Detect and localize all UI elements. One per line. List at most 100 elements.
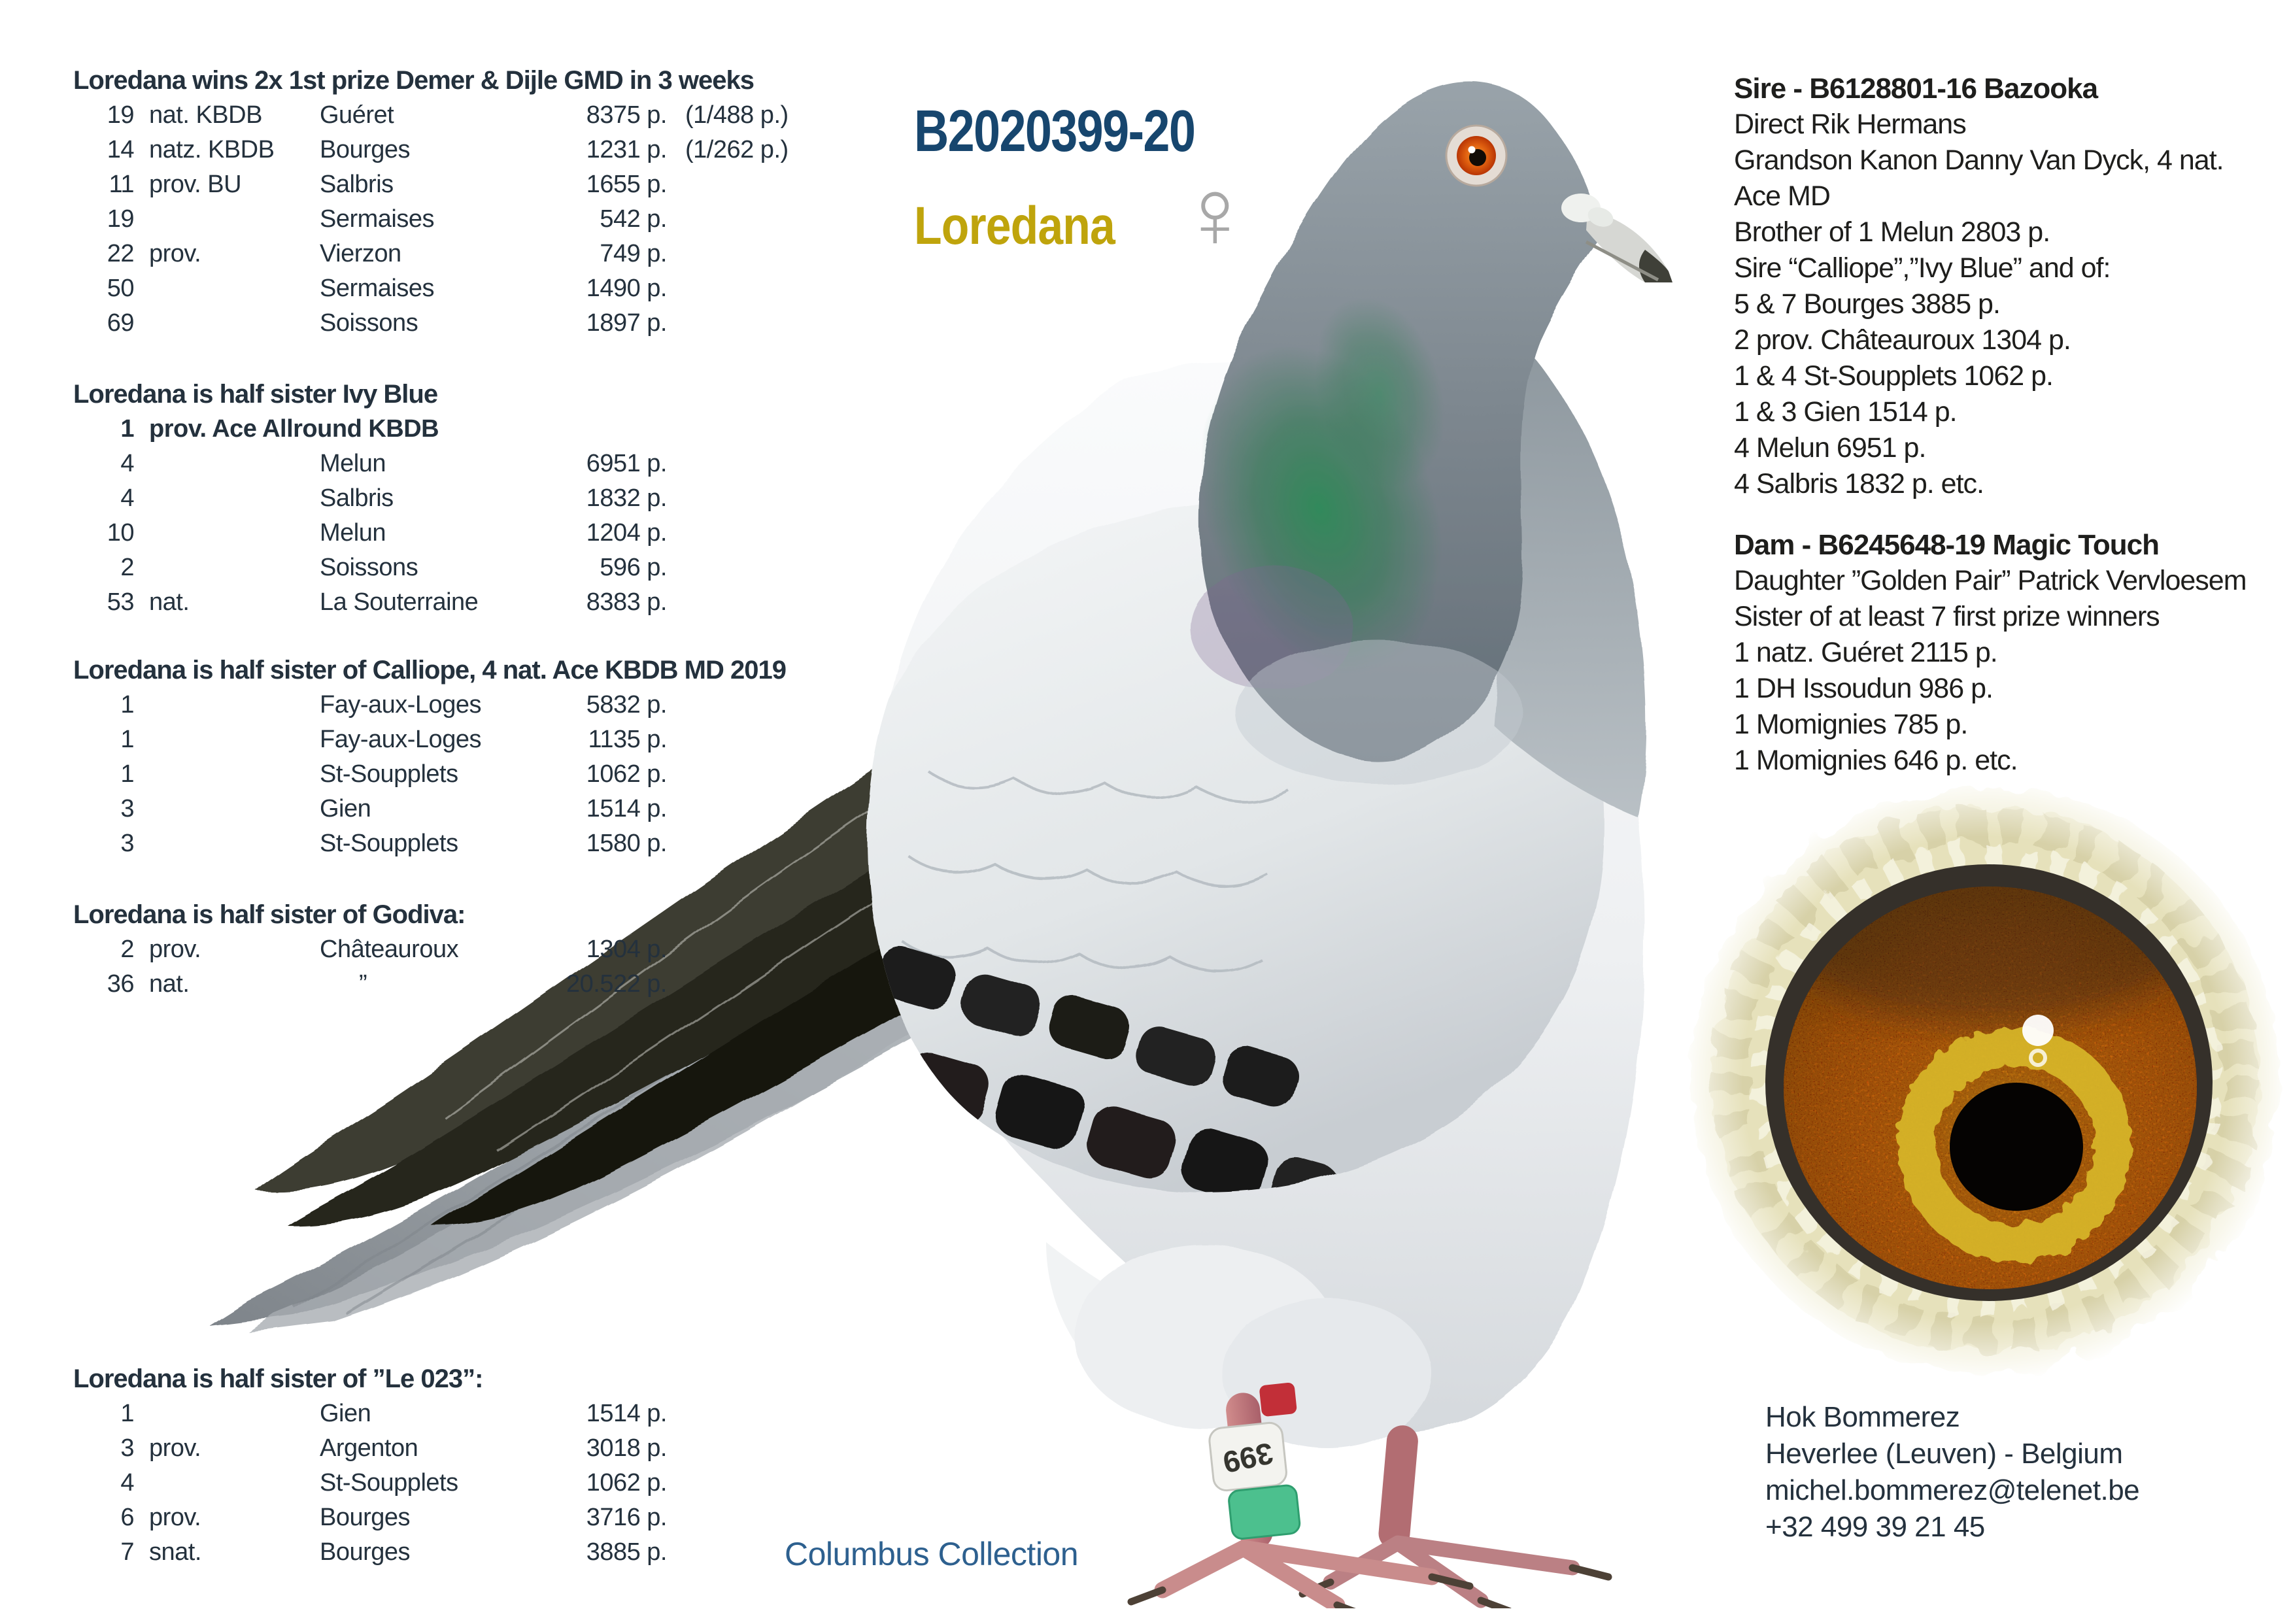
eye-highlight xyxy=(2022,1015,2054,1046)
cell-points: 1832 p. xyxy=(586,484,668,512)
cell-position: 3 xyxy=(120,795,134,822)
cell-position: 14 xyxy=(107,136,135,163)
cell-category: nat. xyxy=(149,588,190,616)
results-block-title: Loredana is half sister of Calliope, 4 n… xyxy=(73,656,787,685)
cell-position: 36 xyxy=(107,970,135,998)
cell-points: 1231 p. xyxy=(586,136,668,163)
cell-position: 10 xyxy=(107,519,135,547)
result-row: 1 Fay-aux-Loges 1135 p. xyxy=(73,722,917,757)
contact-line: Heverlee (Leuven) - Belgium xyxy=(1765,1438,2123,1470)
cell-points: 1514 p. xyxy=(586,795,668,822)
leg-band-red xyxy=(1259,1382,1297,1417)
pigeon-eye xyxy=(1445,124,1508,187)
eye-photo xyxy=(1682,776,2289,1383)
female-symbol-icon: ♀ xyxy=(1178,158,1252,268)
cell-points: 749 p. xyxy=(600,240,667,267)
pigeon-legs: 399 xyxy=(1127,1382,1612,1608)
cell-race: Guéret xyxy=(320,101,394,129)
results-block-title: Loredana is half sister of Godiva: xyxy=(73,900,466,929)
results-block: Loredana is half sister of ”Le 023”: 1 Gie… xyxy=(73,1361,917,1570)
results-block: Loredana wins 2x 1st prize Demer & Dijle… xyxy=(73,63,917,341)
results-block-title: Loredana is half sister Ivy Blue xyxy=(73,380,438,409)
cell-points: 6951 p. xyxy=(586,450,668,477)
dam-title: Dam - B6245648-19 Magic Touch xyxy=(1734,529,2160,561)
dam-line: 1 Momignies 785 p. xyxy=(1734,709,1968,740)
cell-race: Fay-aux-Loges xyxy=(320,726,481,753)
cell-race: St-Soupplets xyxy=(320,760,458,788)
cell-race: Melun xyxy=(320,519,386,547)
cell-position: 1 xyxy=(120,760,134,788)
dam-line: Daughter ”Golden Pair” Patrick Vervloese… xyxy=(1734,565,2247,596)
cell-race: St-Soupplets xyxy=(320,830,458,857)
result-row: 11 prov. BU Salbris 1655 p. xyxy=(73,167,917,202)
neck-purple-sheen xyxy=(1190,566,1353,690)
headline: B2020399-20 Loredana xyxy=(914,98,1256,257)
results-subtitle: prov. Ace Allround KBDB xyxy=(149,415,439,443)
cell-race: Sermaises xyxy=(320,275,435,302)
cell-position: 2 xyxy=(120,936,134,963)
result-row: 1 Gien 1514 p. xyxy=(73,1396,917,1431)
dam-line: Sister of at least 7 first prize winners xyxy=(1734,601,2160,632)
cell-race: Melun xyxy=(320,450,386,477)
result-row: 22 prov. Vierzon 749 p. xyxy=(73,237,917,271)
cell-category: prov. xyxy=(149,240,201,267)
eye-pupil xyxy=(1950,1083,2083,1211)
sire-line: 4 Melun 6951 p. xyxy=(1734,432,1926,464)
pigeon-name: Loredana xyxy=(914,196,1115,256)
cell-race: Fay-aux-Loges xyxy=(320,691,481,719)
sire-line: 1 & 3 Gien 1514 p. xyxy=(1734,396,1958,428)
cell-race: Vierzon xyxy=(320,240,401,267)
cell-race: St-Soupplets xyxy=(320,1469,458,1497)
pigeon-wing-shield xyxy=(867,501,1604,1193)
cell-race: Soissons xyxy=(320,554,418,581)
result-row: 6 prov. Bourges 3716 p. xyxy=(73,1500,917,1535)
cell-category: nat. KBDB xyxy=(149,101,262,129)
results-block-title: Loredana wins 2x 1st prize Demer & Dijle… xyxy=(73,66,755,95)
cell-extra: (1/262 p.) xyxy=(685,136,789,163)
cell-points: 1655 p. xyxy=(586,171,668,198)
result-row: 19 nat. KBDB Guéret 8375 p. (1/488 p.) xyxy=(73,98,917,133)
cell-points: 8375 p. xyxy=(586,101,668,129)
result-row: 2 prov. Châteauroux 1304 p. xyxy=(73,932,917,967)
result-row: 19 Sermaises 542 p. xyxy=(73,202,917,237)
results-subtitle-row: 1 prov. Ace Allround KBDB xyxy=(73,412,917,447)
results-block-title: Loredana is half sister of ”Le 023”: xyxy=(73,1364,483,1393)
contact-line: Hok Bommerez xyxy=(1765,1401,1960,1433)
neck-iridescence xyxy=(1200,344,1442,676)
cell-position: 6 xyxy=(120,1504,134,1531)
result-row: 3 prov. Argenton 3018 p. xyxy=(73,1431,917,1466)
cell-position: 69 xyxy=(107,309,135,337)
dam-line: 1 Momignies 646 p. etc. xyxy=(1734,745,2018,776)
cell-race: Gien xyxy=(320,795,371,822)
pigeon-chest xyxy=(1494,353,1646,817)
pigeon-wing-primaries xyxy=(255,549,1334,1226)
cell-category: prov. xyxy=(149,1504,201,1531)
cell-race: Salbris xyxy=(320,484,394,512)
pigeon-wattle xyxy=(1561,194,1601,222)
result-row: 4 Melun 6951 p. xyxy=(73,447,917,481)
cell-points: 5832 p. xyxy=(586,691,668,719)
eye-yellow-ring xyxy=(1898,1028,2132,1262)
cell-points: 3885 p. xyxy=(586,1538,668,1566)
sire-title: Sire - B6128801-16 Bazooka xyxy=(1734,73,2098,105)
sire-block: Sire - B6128801-16 Bazooka Direct Rik He… xyxy=(1734,71,2291,502)
cell-points: 1304 p. xyxy=(586,936,668,963)
right-leg xyxy=(1378,1425,1418,1549)
cell-category: nat. xyxy=(149,970,190,998)
cell-race: Gien xyxy=(320,1400,371,1427)
left-leg xyxy=(1226,1393,1273,1549)
cell-points: 1897 p. xyxy=(586,309,668,337)
cell-points: 20.522 p. xyxy=(566,970,667,998)
sire-line: Brother of 1 Melun 2803 p. xyxy=(1734,216,2050,248)
sire-line: 4 Salbris 1832 p. etc. xyxy=(1734,468,1984,499)
cell-points: 1580 p. xyxy=(586,830,668,857)
cell-position: 53 xyxy=(107,588,135,616)
results-block: Loredana is half sister of Calliope, 4 n… xyxy=(73,652,917,861)
eye-dark-rim xyxy=(1765,864,2213,1301)
cell-race: Bourges xyxy=(320,136,411,163)
cell-position: 3 xyxy=(120,1434,134,1462)
result-row: 7 snat. Bourges 3885 p. xyxy=(73,1535,917,1570)
contact-line: +32 499 39 21 45 xyxy=(1765,1511,1985,1543)
result-row: 69 Soissons 1897 p. xyxy=(73,306,917,341)
